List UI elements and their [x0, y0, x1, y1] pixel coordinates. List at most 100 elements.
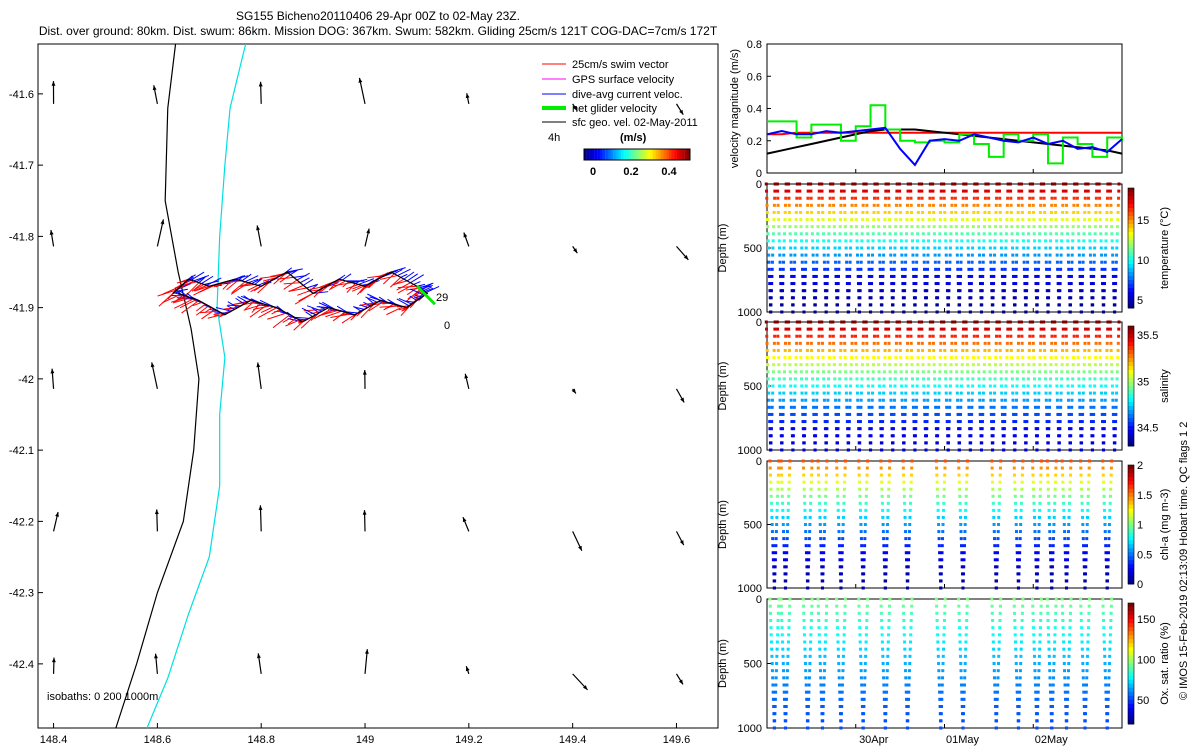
profile-point [1107, 683, 1111, 687]
profile-point [789, 253, 793, 257]
profile-point [1015, 391, 1019, 395]
profile-point [992, 260, 996, 264]
profile-point [881, 260, 885, 264]
profile-point [1055, 253, 1059, 257]
profile-point [886, 182, 890, 186]
profile-point [1106, 189, 1110, 193]
profile-point [784, 182, 788, 186]
profile-point [792, 274, 796, 278]
profile-point [1062, 523, 1066, 526]
profile-point [834, 398, 838, 402]
profile-point [1016, 356, 1020, 360]
profile-point [1033, 537, 1037, 541]
profile-point [940, 705, 944, 708]
profile-point [810, 466, 814, 470]
profile-point [791, 448, 795, 452]
profile-point [1083, 334, 1087, 338]
profile-point [806, 327, 810, 331]
profile-point [1079, 310, 1083, 314]
profile-point [1110, 363, 1114, 367]
profile-point [1086, 640, 1090, 644]
profile-point [783, 218, 787, 222]
profile-point [1110, 246, 1114, 250]
profile-point [1101, 611, 1105, 615]
profile-point [789, 391, 793, 395]
profile-point [1102, 448, 1106, 452]
profile-point [893, 253, 897, 257]
profile-point [773, 572, 777, 576]
profile-point [818, 662, 822, 665]
profile-point [1079, 611, 1083, 615]
swim-vector [352, 284, 362, 290]
profile-point [881, 508, 885, 512]
profile-point [892, 260, 896, 264]
profile-point [1013, 626, 1017, 630]
profile-point [1003, 405, 1007, 409]
profile-point [1093, 225, 1097, 229]
profile-point [862, 705, 866, 708]
profile-point [837, 391, 841, 395]
profile-point [1063, 676, 1067, 680]
profile-point [1011, 405, 1015, 409]
profile-point [1025, 274, 1029, 278]
profile-colorbar-swatch [1128, 655, 1134, 660]
profile-point [836, 289, 840, 293]
profile-point [936, 296, 940, 300]
profile-point [834, 405, 838, 409]
profile-point [792, 412, 796, 416]
profile-point [806, 320, 810, 324]
profile-point [935, 303, 939, 307]
profile-point [854, 203, 858, 207]
profile-point [1080, 282, 1084, 286]
profile-point [906, 196, 910, 200]
profile-point [1037, 669, 1041, 673]
profile-point [1081, 391, 1085, 395]
profile-colorbar-swatch [1128, 232, 1134, 237]
profile-point [1032, 239, 1036, 243]
swim-vector [395, 280, 408, 285]
swim-vector [231, 281, 246, 294]
profile-point [893, 377, 897, 381]
profile-point [865, 604, 869, 608]
profile-colorbar-swatch [1128, 402, 1134, 407]
dac-vector [238, 274, 245, 281]
profile-point [1066, 239, 1070, 243]
surface-vector-head [582, 685, 588, 690]
profile-point [998, 210, 1002, 214]
profile-point [910, 239, 914, 243]
profile-point [867, 267, 871, 271]
profile-point [810, 611, 814, 615]
profile-point [898, 210, 902, 214]
profile-point [783, 370, 787, 374]
profile-point [842, 320, 846, 324]
profile-point [802, 494, 806, 498]
profile-point [993, 537, 997, 541]
profile-point [786, 523, 790, 526]
profile-point [1026, 260, 1030, 264]
profile-point [1033, 398, 1037, 402]
profile-point [822, 398, 826, 402]
profile-colorbar-swatch [1128, 240, 1134, 245]
profile-colorbar-swatch [1128, 611, 1134, 616]
profile-point [965, 459, 969, 463]
profile-point [931, 320, 935, 324]
profile-point [1107, 530, 1111, 534]
profile-point [1027, 218, 1031, 222]
profile-point [1013, 434, 1017, 438]
profile-point [1102, 626, 1106, 630]
profile-point [940, 558, 944, 562]
profile-point [1075, 182, 1079, 186]
profile-point [996, 551, 1000, 555]
profile-point [1013, 480, 1017, 484]
profile-point [809, 320, 813, 324]
profile-point [1021, 597, 1025, 601]
profile-point [904, 398, 908, 402]
profile-point [943, 370, 947, 374]
profile-point [862, 327, 866, 331]
profile-point [1075, 196, 1079, 200]
profile-point [1031, 480, 1035, 484]
profile-point [878, 267, 882, 271]
profile-point [1075, 327, 1079, 331]
profile-colorbar-swatch [1128, 188, 1134, 193]
profile-point [960, 384, 964, 388]
